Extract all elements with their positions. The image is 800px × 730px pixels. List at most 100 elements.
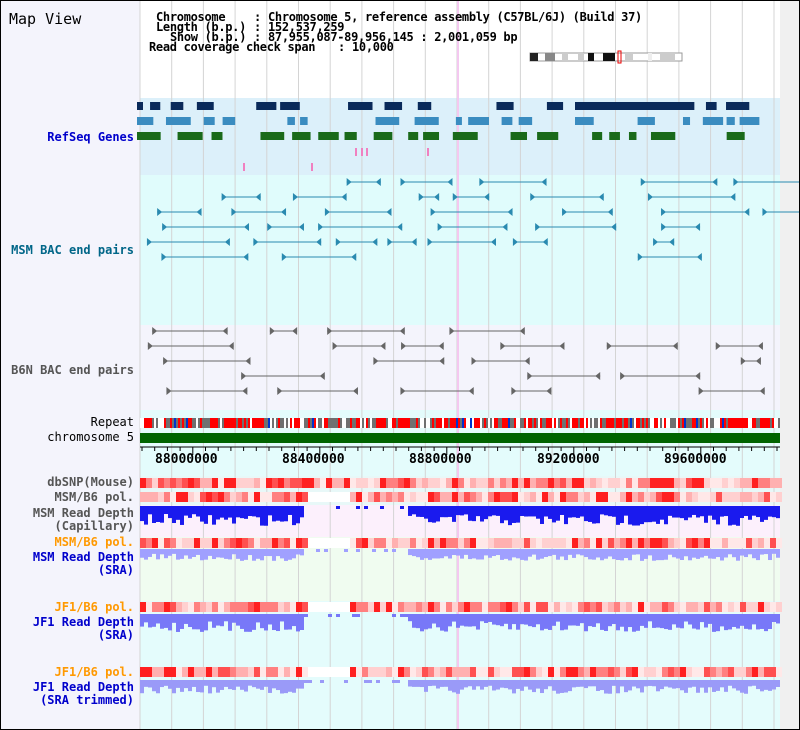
repeat-segment	[398, 418, 400, 428]
jf1-sra-depth-bar	[200, 614, 204, 632]
track-label-msm-pol[interactable]: MSM/B6 pol.	[54, 490, 134, 504]
msm-pol-cell	[614, 538, 620, 548]
track-label-dbsnp[interactable]: dbSNP(Mouse)	[47, 475, 134, 489]
repeat-segment	[778, 418, 780, 428]
jf1-pol-cell	[512, 602, 518, 612]
jf1-trimmed-depth-bar	[580, 680, 584, 687]
msm-sra-depth-bar	[460, 549, 464, 559]
gene-feature	[455, 117, 462, 125]
msm-bac-pair-end	[267, 223, 273, 231]
jf1-pol-cell	[656, 602, 662, 612]
repeat-segment	[304, 418, 306, 428]
jf1-sra-depth-bar	[476, 614, 480, 630]
gene-feature	[705, 102, 717, 110]
chromosome-label: Chromosome	[156, 10, 226, 24]
msm-capillary-depth-bar	[708, 506, 712, 516]
repeat-segment	[522, 418, 524, 428]
gene-feature	[423, 132, 440, 140]
track-label-jf1-pol[interactable]: JF1/B6 pol.	[54, 600, 134, 614]
msm-pol-cell	[482, 538, 488, 548]
track-label-msm-capillary[interactable]: MSM Read Depth (Capillary)	[32, 506, 134, 533]
gene-feature	[203, 117, 215, 125]
repeat-segment	[148, 418, 150, 428]
repeat-segment	[634, 418, 636, 428]
jf1-sra-depth-bar	[632, 614, 636, 632]
jf1-sra-depth-bar	[424, 614, 428, 630]
gene-feature	[373, 132, 393, 140]
jf1-trimmed-depth-bar	[236, 680, 240, 687]
jf1-trimmed-depth-bar	[628, 680, 632, 691]
jf1-sra-depth-bar	[336, 614, 340, 617]
jf1-trimmed-depth-bar	[672, 680, 676, 689]
msm-capillary-depth-bar	[572, 506, 576, 518]
track-label-jf1-pol-2[interactable]: JF1/B6 pol.	[54, 665, 134, 679]
repeat-segment	[226, 418, 228, 428]
msm-pol-cell	[776, 492, 782, 502]
repeat-segment	[306, 418, 308, 428]
jf1-sra-depth-bar	[504, 614, 508, 624]
jf1-trimmed-depth-bar	[736, 680, 740, 691]
msm-pol-cell	[350, 492, 356, 502]
repeat-segment	[774, 418, 776, 428]
track-label-msm-bac[interactable]: MSM BAC end pairs	[11, 243, 134, 257]
jf1-sra-depth-bar	[232, 614, 236, 623]
msm-sra-depth-bar	[772, 549, 776, 554]
jf1-sra-depth-bar	[268, 614, 272, 625]
jf1-sra-depth-bar	[728, 614, 732, 630]
repeat-segment	[676, 418, 678, 428]
jf1-trimmed-depth-bar	[232, 680, 236, 690]
msm-bac-pair-end	[744, 208, 750, 216]
b6n-bac-pair-end	[242, 387, 248, 395]
msm-pol-cell	[758, 492, 764, 502]
repeat-segment	[558, 418, 560, 428]
jf1-sra-depth-bar	[512, 614, 516, 625]
gene-feature	[575, 117, 594, 125]
jf1-pol-cell	[200, 667, 206, 677]
track-label-msm-sra[interactable]: MSM Read Depth (SRA)	[32, 550, 134, 577]
track-label-jf1-trimmed[interactable]: JF1 Read Depth (SRA trimmed)	[32, 680, 134, 707]
dbsnp-cell	[770, 478, 776, 488]
jf1-pol-cell	[536, 667, 542, 677]
repeat-segment	[618, 418, 620, 428]
msm-pol-cell	[416, 492, 422, 502]
jf1-trimmed-depth-bar	[268, 680, 272, 693]
jf1-pol-cell	[284, 667, 290, 677]
track-label-b6n-bac[interactable]: B6N BAC end pairs	[11, 363, 134, 377]
dbsnp-cell	[704, 478, 710, 488]
repeat-segment	[290, 418, 292, 428]
repeat-segment	[286, 418, 288, 428]
repeat-segment	[390, 418, 392, 428]
track-label-refseq[interactable]: RefSeq Genes	[47, 130, 134, 144]
repeat-segment	[592, 418, 594, 428]
jf1-trimmed-depth-bar	[296, 680, 300, 689]
repeat-segment	[454, 418, 456, 428]
msm-capillary-depth-bar	[568, 506, 572, 518]
b6n-bac-pair-end	[228, 342, 234, 350]
gene-feature	[408, 132, 419, 140]
gene-feature	[726, 132, 745, 140]
msm-pol-cell	[242, 492, 248, 502]
jf1-pol-cell	[698, 667, 704, 677]
msm-capillary-depth-bar	[696, 506, 700, 518]
jf1-pol-cell	[410, 602, 416, 612]
repeat-segment	[278, 418, 280, 428]
msm-pol-cell	[206, 492, 212, 502]
jf1-pol-cell	[440, 667, 446, 677]
repeat-segment	[672, 418, 674, 428]
track-label-msm-pol-2[interactable]: MSM/B6 pol.	[54, 535, 134, 549]
msm-capillary-depth-bar	[512, 506, 516, 523]
msm-capillary-depth-bar	[664, 506, 668, 525]
msm-sra-depth-bar	[440, 549, 444, 559]
msm-pol-cell	[722, 538, 728, 548]
jf1-sra-depth-bar	[280, 614, 284, 622]
jf1-pol-cell	[200, 602, 206, 612]
msm-pol-cell	[362, 492, 368, 502]
track-label-jf1-sra[interactable]: JF1 Read Depth (SRA)	[32, 615, 134, 642]
msm-sra-depth-bar	[452, 549, 456, 556]
gene-feature	[414, 117, 439, 125]
dbsnp-cell	[554, 478, 560, 488]
jf1-trimmed-depth-bar	[516, 680, 520, 689]
repeat-segment	[312, 418, 314, 428]
msm-capillary-depth-bar	[684, 506, 688, 521]
